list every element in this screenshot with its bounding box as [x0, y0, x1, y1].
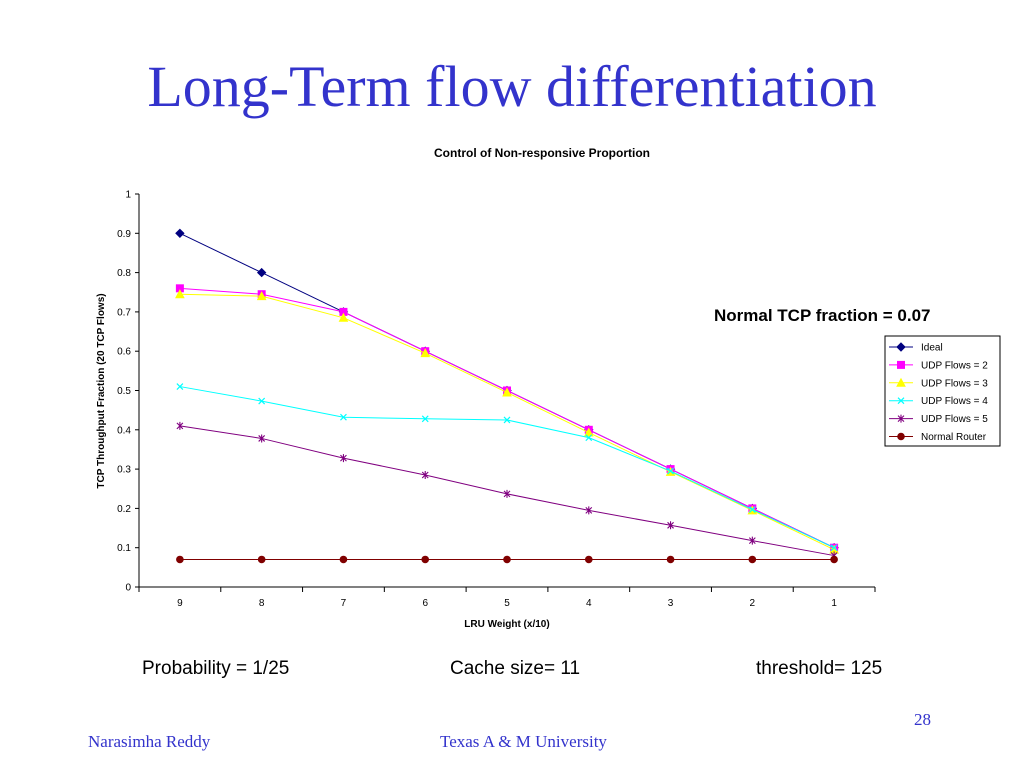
series-udp-flows-4: [177, 384, 837, 551]
x-tick-label: 6: [422, 598, 428, 609]
legend-label: UDP Flows = 4: [921, 396, 988, 407]
legend-label: UDP Flows = 2: [921, 360, 988, 371]
probability-param: Probability = 1/25: [142, 658, 289, 680]
footer-institution: Texas A & M University: [440, 732, 607, 752]
data-point: [667, 556, 674, 563]
y-tick-label: 0.2: [117, 504, 131, 515]
series-udp-flows-5: [177, 422, 837, 560]
x-tick-label: 1: [831, 598, 837, 609]
x-tick-label: 2: [750, 598, 756, 609]
x-axis-label: LRU Weight (x/10): [464, 619, 549, 630]
x-tick-label: 5: [504, 598, 510, 609]
y-tick-label: 0.5: [117, 386, 131, 397]
data-point: [504, 556, 511, 563]
x-tick-label: 8: [259, 598, 265, 609]
cache-size-param: Cache size= 11: [450, 658, 580, 680]
x-tick-label: 4: [586, 598, 592, 609]
chart-axes: 0 0.1 0.2 0.3 0.4 0.5 0.6 0.7 0.8 0.9 1 9 8 7 6 5 4 3 2 1: [117, 190, 875, 610]
legend-label: UDP Flows = 3: [921, 378, 988, 389]
data-point: [340, 556, 347, 563]
page-number: 28: [914, 710, 931, 730]
tcp-fraction-note: Normal TCP fraction = 0.07: [714, 306, 931, 326]
y-tick-label: 0: [125, 583, 131, 594]
series-line: [180, 288, 834, 547]
footer-author: Narasimha Reddy: [88, 732, 210, 752]
x-tick-label: 7: [341, 598, 347, 609]
data-point: [831, 556, 838, 563]
threshold-param: threshold= 125: [756, 658, 882, 680]
data-point: [258, 269, 266, 277]
legend-label: Ideal: [921, 343, 943, 354]
y-tick-label: 1: [125, 190, 131, 201]
series-line: [180, 294, 834, 549]
y-tick-label: 0.9: [117, 229, 131, 240]
data-point: [749, 556, 756, 563]
x-tick-label: 3: [668, 598, 674, 609]
chart-series: [176, 229, 838, 562]
y-tick-label: 0.1: [117, 543, 131, 554]
data-point: [585, 556, 592, 563]
legend-label: Normal Router: [921, 432, 987, 443]
series-udp-flows-3: [176, 290, 838, 553]
series-line: [180, 387, 834, 548]
line-chart: Control of Non-responsive Proportion TCP…: [0, 0, 1024, 768]
legend-marker: [898, 361, 905, 368]
y-tick-label: 0.7: [117, 307, 131, 318]
data-point: [258, 556, 265, 563]
y-tick-label: 0.3: [117, 465, 131, 476]
chart-title: Control of Non-responsive Proportion: [434, 146, 650, 160]
y-tick-label: 0.8: [117, 268, 131, 279]
data-point: [422, 556, 429, 563]
legend-marker: [898, 433, 905, 440]
y-axis-label: TCP Throughput Fraction (20 TCP Flows): [96, 293, 107, 488]
legend-label: UDP Flows = 5: [921, 414, 988, 425]
data-point: [177, 556, 184, 563]
series-normal-router: [177, 556, 838, 563]
data-point: [176, 229, 184, 237]
chart-legend: Ideal UDP Flows = 2 UDP Flows = 3 UDP Flows…: [885, 336, 1000, 446]
y-tick-label: 0.4: [117, 425, 131, 436]
y-tick-label: 0.6: [117, 347, 131, 358]
x-tick-label: 9: [177, 598, 183, 609]
